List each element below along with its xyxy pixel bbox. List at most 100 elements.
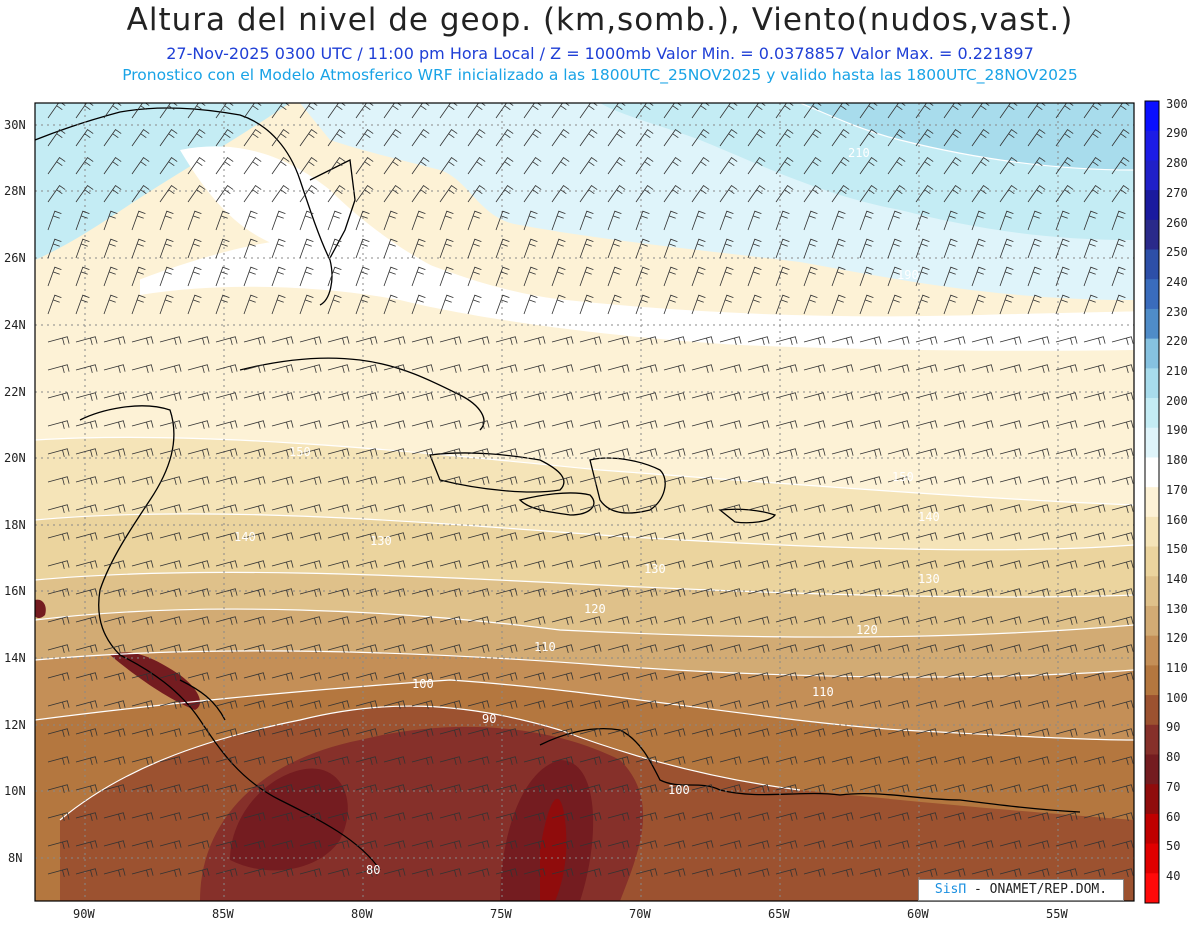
- wind-barb: [775, 210, 790, 231]
- wind-barb: [299, 812, 322, 822]
- wind-barb: [355, 185, 374, 203]
- wind-barb: [803, 700, 826, 710]
- wind-barb: [635, 336, 658, 346]
- wind-barb: [271, 840, 294, 850]
- wind-barb: [607, 672, 630, 682]
- colorbar-swatch: [1145, 368, 1159, 399]
- wind-barb: [999, 756, 1022, 766]
- colorbar-label: 120: [1166, 631, 1188, 646]
- wind-barb: [607, 504, 630, 514]
- colorbar-swatch: [1145, 190, 1159, 221]
- wind-barb: [943, 210, 958, 231]
- wind-barb: [775, 784, 798, 794]
- wind-barb: [579, 129, 598, 147]
- wind-barb: [495, 266, 510, 287]
- wind-barb: [411, 210, 426, 231]
- wind-barb: [551, 532, 574, 542]
- wind-barb: [103, 560, 126, 570]
- wind-barb: [1083, 336, 1106, 346]
- wind-barb: [187, 644, 210, 654]
- chart-subtitle-model: Pronostico con el Modelo Atmosferico WRF…: [122, 66, 1078, 84]
- wind-barb: [523, 476, 546, 486]
- colorbar-label: 250: [1166, 245, 1188, 260]
- wind-barb: [75, 840, 98, 850]
- wind-barb: [103, 532, 126, 542]
- wind-barb: [1111, 532, 1134, 542]
- branding-org: - ONAMET/REP.DOM.: [974, 882, 1108, 897]
- colorbar-label: 110: [1166, 661, 1188, 676]
- wind-barb: [467, 448, 490, 458]
- wind-barb: [999, 420, 1022, 430]
- wind-barb: [1055, 784, 1078, 794]
- wind-barb: [719, 756, 742, 766]
- wind-barb: [551, 616, 574, 626]
- wind-barb: [635, 588, 658, 598]
- wind-barb: [691, 448, 714, 458]
- wind-barb: [383, 238, 398, 259]
- wind-barb: [775, 532, 798, 542]
- wind-barb: [1083, 210, 1098, 231]
- wind-barb: [75, 504, 98, 514]
- wind-barb: [411, 868, 434, 878]
- wind-barb: [663, 103, 682, 119]
- colorbar-label: 200: [1166, 393, 1188, 408]
- wind-barb: [187, 784, 210, 794]
- wind-barb: [831, 532, 854, 542]
- wind-barb: [859, 294, 874, 315]
- wind-barb: [999, 840, 1022, 850]
- wind-barb: [719, 420, 742, 430]
- wind-barb: [299, 504, 322, 514]
- wind-barb: [1027, 238, 1042, 259]
- wind-barb: [75, 672, 98, 682]
- wind-barb: [355, 840, 378, 850]
- contour-label: 150: [892, 470, 914, 484]
- wind-barb: [439, 700, 462, 710]
- wind-barb: [607, 103, 626, 119]
- wind-barb: [271, 157, 290, 175]
- wind-barb: [719, 103, 738, 119]
- wind-barb: [467, 756, 490, 766]
- wind-barb: [523, 756, 546, 766]
- wind-barb: [1083, 700, 1106, 710]
- wind-barb: [607, 784, 630, 794]
- colorbar-label: 50: [1166, 839, 1181, 854]
- wind-barb: [187, 728, 210, 738]
- contour-label: 130: [370, 534, 392, 548]
- wind-barb: [383, 210, 398, 231]
- wind-barb: [495, 588, 518, 598]
- wind-barb: [943, 700, 966, 710]
- wind-barb: [635, 238, 650, 259]
- wind-barb: [887, 868, 910, 878]
- contour-label: 80: [366, 863, 381, 877]
- wind-barb: [579, 784, 602, 794]
- wind-barb: [915, 616, 938, 626]
- wind-barb: [523, 103, 542, 119]
- wind-barb: [159, 103, 178, 119]
- wind-barb: [775, 812, 798, 822]
- contour-label: 100: [412, 677, 434, 691]
- colorbar-swatch: [1145, 219, 1159, 251]
- wind-barb: [1083, 476, 1106, 486]
- wind-barb: [971, 868, 994, 878]
- wind-barb: [243, 185, 262, 203]
- contour-label: 190: [897, 268, 919, 282]
- wind-barb: [831, 392, 854, 402]
- wind-barb: [747, 294, 762, 315]
- wind-barb: [103, 129, 122, 147]
- wind-barb: [243, 868, 266, 878]
- wind-barb: [355, 532, 378, 542]
- wind-barb: [327, 560, 350, 570]
- wind-barb: [551, 728, 574, 738]
- wind-barb: [271, 336, 294, 346]
- wind-barb: [607, 294, 622, 315]
- wind-barb: [607, 392, 630, 402]
- wind-barb: [495, 210, 510, 231]
- wind-barb: [999, 448, 1022, 458]
- wind-barb: [439, 448, 462, 458]
- wind-barb: [747, 812, 770, 822]
- wind-barb: [691, 294, 706, 315]
- wind-barb: [887, 588, 910, 598]
- wind-barb: [691, 532, 714, 542]
- wind-barb: [187, 504, 210, 514]
- colorbar-swatch: [1145, 279, 1159, 310]
